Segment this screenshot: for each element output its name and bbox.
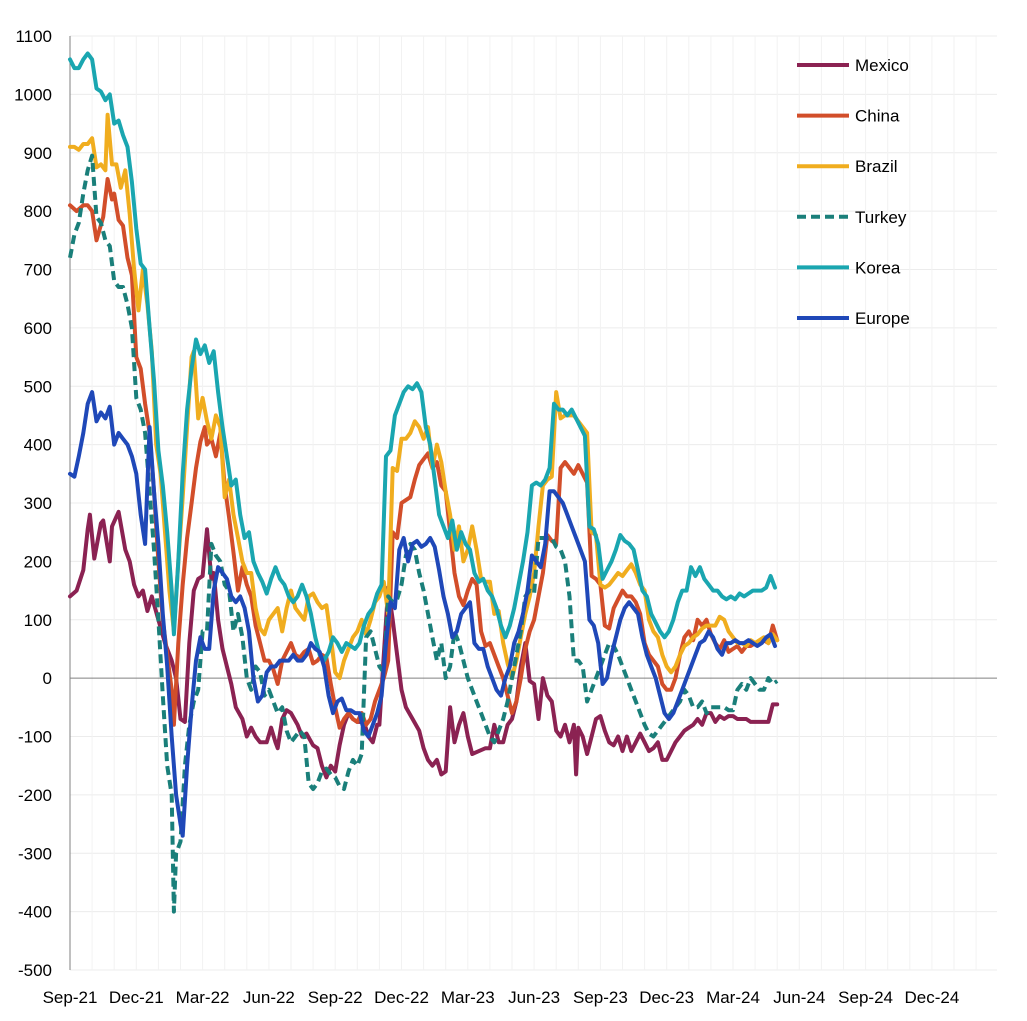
x-tick-label: Jun-24 bbox=[773, 988, 825, 1007]
y-tick-label: 400 bbox=[24, 436, 52, 455]
y-tick-label: 800 bbox=[24, 202, 52, 221]
series-line-china bbox=[68, 177, 780, 730]
y-tick-label: -500 bbox=[18, 961, 52, 980]
legend-label-europe: Europe bbox=[855, 309, 910, 328]
legend-label-china: China bbox=[855, 107, 900, 126]
x-tick-label: Dec-24 bbox=[904, 988, 959, 1007]
x-tick-label: Sep-21 bbox=[43, 988, 98, 1007]
x-tick-label: Mar-22 bbox=[176, 988, 230, 1007]
series-line-mexico bbox=[68, 509, 780, 780]
y-tick-label: 1000 bbox=[14, 85, 52, 104]
legend-label-korea: Korea bbox=[855, 258, 901, 277]
series-line-turkey bbox=[68, 153, 779, 914]
y-tick-label: 1100 bbox=[15, 27, 52, 46]
x-tick-label: Sep-23 bbox=[573, 988, 628, 1007]
series-line-europe bbox=[68, 390, 777, 838]
y-tick-label: 0 bbox=[43, 669, 52, 688]
x-axis-tick-labels: Sep-21 Dec-21 Mar-22 Jun-22 Sep-22 Dec-22 Mar-… bbox=[43, 988, 960, 1007]
x-tick-label: Mar-24 bbox=[706, 988, 760, 1007]
y-tick-label: -300 bbox=[18, 844, 52, 863]
x-tick-label: Dec-22 bbox=[374, 988, 429, 1007]
y-tick-label: -400 bbox=[18, 903, 52, 922]
series-line-korea bbox=[68, 51, 777, 663]
legend-label-brazil: Brazil bbox=[855, 157, 898, 176]
y-axis-tick-labels: -500 -400 -300 -200 -100 0 100 200 300 400 500 600 7… bbox=[14, 27, 52, 980]
axes bbox=[69, 36, 997, 970]
x-tick-label: Dec-23 bbox=[639, 988, 694, 1007]
x-tick-label: Jun-23 bbox=[508, 988, 560, 1007]
x-tick-label: Dec-21 bbox=[109, 988, 164, 1007]
y-tick-label: 600 bbox=[24, 319, 52, 338]
y-tick-label: 200 bbox=[24, 552, 52, 571]
legend-label-turkey: Turkey bbox=[855, 208, 907, 227]
y-tick-label: 300 bbox=[24, 494, 52, 513]
x-tick-label: Sep-22 bbox=[308, 988, 363, 1007]
y-tick-label: 100 bbox=[24, 611, 52, 630]
y-tick-label: -200 bbox=[18, 786, 52, 805]
x-tick-label: Jun-22 bbox=[243, 988, 295, 1007]
x-tick-label: Mar-23 bbox=[441, 988, 495, 1007]
series-lines bbox=[68, 51, 780, 914]
y-tick-label: -100 bbox=[18, 728, 52, 747]
y-tick-label: 500 bbox=[24, 377, 52, 396]
y-tick-label: 700 bbox=[24, 261, 52, 280]
legend-label-mexico: Mexico bbox=[855, 56, 909, 75]
legend: Mexico China Brazil Turkey Korea Europe bbox=[797, 56, 910, 328]
x-tick-label: Sep-24 bbox=[838, 988, 893, 1007]
y-tick-label: 900 bbox=[24, 144, 52, 163]
